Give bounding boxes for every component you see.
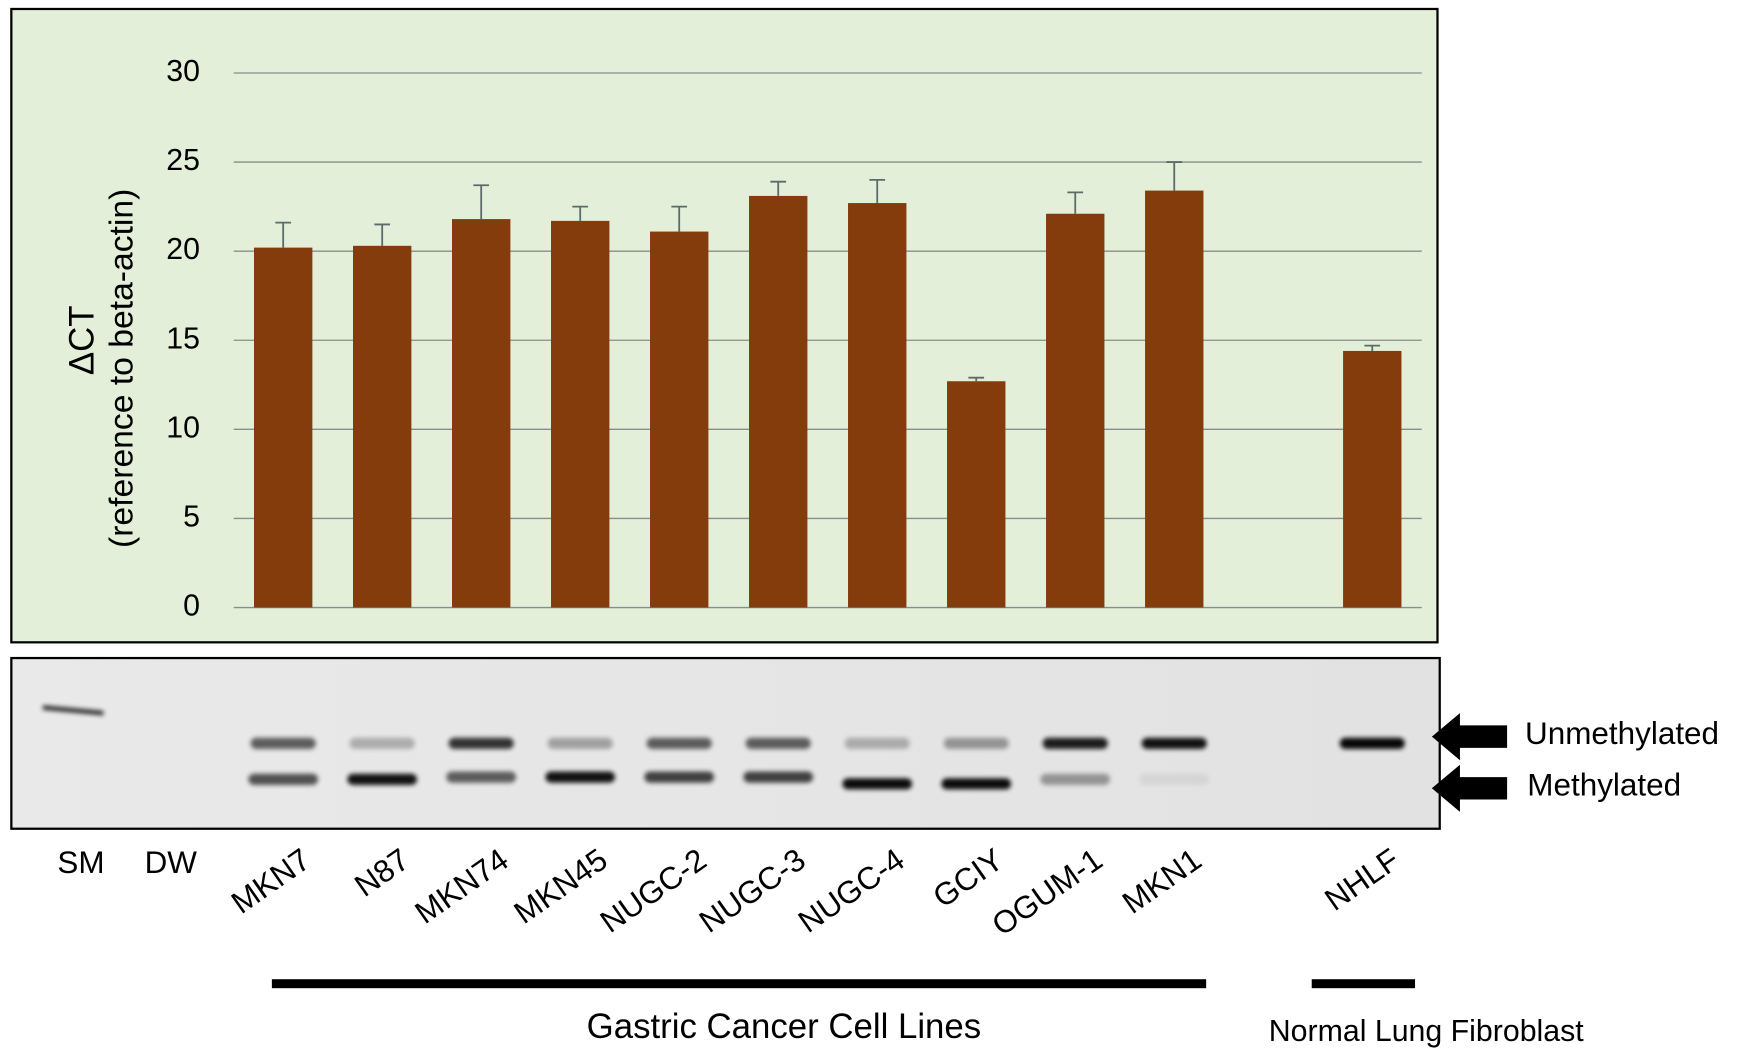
gel-band [248, 773, 318, 785]
gel-band [448, 737, 514, 750]
bar [650, 231, 709, 608]
band-label: Methylated [1527, 767, 1681, 802]
gel-band [941, 778, 1012, 790]
chart-panel [10, 7, 1439, 644]
group-label: Normal Lung Fibroblast [1269, 1015, 1584, 1048]
x-tick-label: N87 [348, 842, 415, 904]
x-tick-label: NHLF [1318, 842, 1405, 918]
x-tick-label: MKN1 [1116, 842, 1208, 921]
x-tick-label: OGUM-1 [986, 842, 1109, 943]
lane-label: SM [57, 845, 104, 880]
gel-band [42, 705, 104, 716]
y-axis-label: ΔCT [63, 305, 102, 375]
gel-band [446, 771, 517, 783]
y-tick-label: 5 [183, 500, 200, 533]
band-label: Unmethylated [1525, 716, 1719, 751]
y-tick-label: 25 [166, 144, 200, 177]
error-bar [869, 178, 886, 204]
x-tick-label: NUGC-2 [594, 842, 713, 940]
gel-band [743, 771, 814, 783]
x-tick-label: NUGC-3 [693, 842, 812, 940]
gel-panel [10, 656, 1441, 830]
bar [1343, 350, 1402, 608]
bar [452, 219, 511, 608]
y-tick-label: 30 [166, 55, 200, 88]
y-tick-label: 10 [166, 411, 200, 444]
error-bar [473, 184, 490, 220]
gel-band [349, 737, 415, 750]
arrow [1431, 713, 1508, 761]
error-bar [572, 205, 589, 221]
y-tick-label: 0 [183, 590, 200, 623]
error-bar [671, 205, 688, 232]
bar [1046, 213, 1105, 608]
gel-band [842, 778, 913, 790]
gel-band [1139, 773, 1210, 785]
gel-band [644, 771, 715, 783]
bar [947, 381, 1006, 608]
bar [352, 245, 412, 608]
gel-band [347, 773, 418, 785]
gel-band [547, 737, 613, 750]
error-bar [968, 376, 985, 382]
bar [848, 203, 907, 608]
bar [1145, 190, 1204, 608]
gel-band [943, 737, 1009, 750]
gel-band [545, 771, 616, 783]
gel-band [1141, 737, 1207, 750]
error-bar [1067, 191, 1084, 214]
y-axis-label: (reference to beta-actin) [104, 189, 141, 548]
x-tick-label: MKN74 [409, 842, 515, 931]
error-bar [1166, 161, 1183, 191]
error-bar [1364, 344, 1381, 351]
bar [551, 220, 610, 608]
x-tick-label: NUGC-4 [792, 842, 911, 940]
gel-band [646, 737, 712, 750]
error-bar [275, 221, 292, 248]
error-bar [770, 180, 787, 196]
group-bar [271, 979, 1207, 989]
lane-label: DW [145, 845, 198, 880]
gel-band [745, 737, 811, 750]
gel-band [250, 737, 316, 750]
x-tick-label: GCIY [927, 842, 1010, 915]
y-tick-label: 15 [166, 322, 200, 355]
gel-band [1042, 737, 1108, 750]
gel-band [1040, 773, 1111, 785]
bar [253, 247, 313, 608]
gel-band [844, 737, 910, 750]
bar [749, 195, 808, 608]
arrow [1431, 764, 1508, 812]
group-label: Gastric Cancer Cell Lines [587, 1007, 982, 1046]
gel-bands [42, 705, 1405, 790]
x-tick-label: MKN7 [225, 842, 317, 921]
y-tick-label: 20 [166, 233, 200, 266]
group-bar [1311, 979, 1416, 989]
gel-band [1339, 737, 1405, 750]
error-bar [374, 223, 391, 246]
